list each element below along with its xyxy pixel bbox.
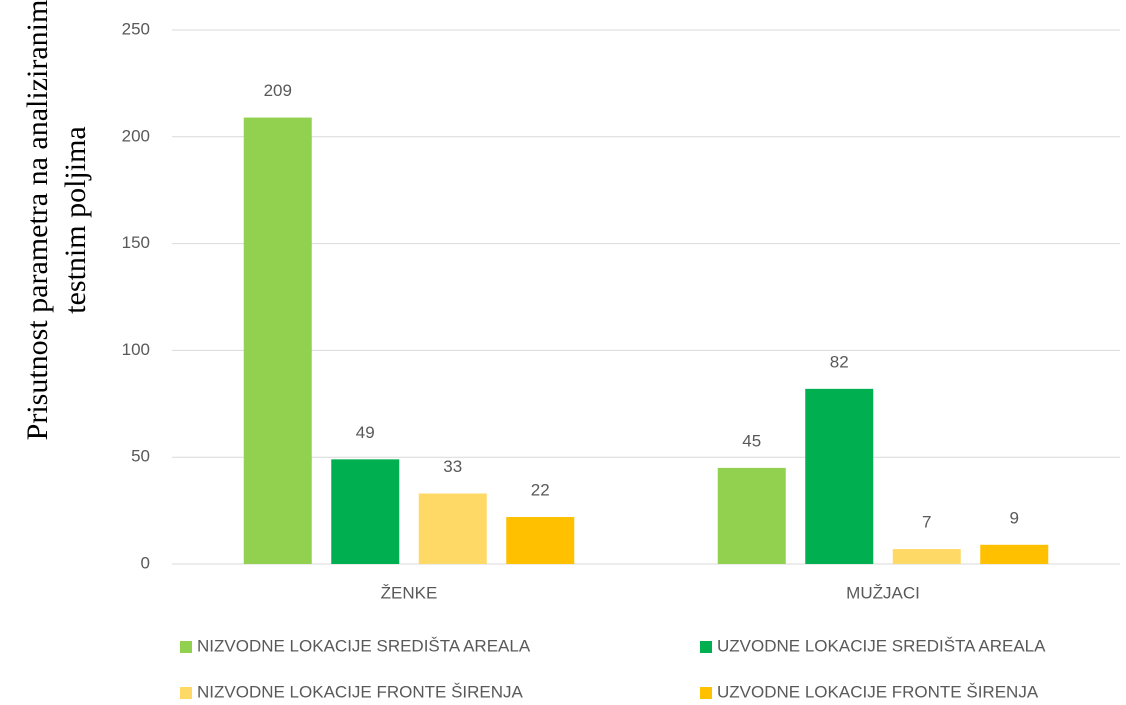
legend-label: UZVODNE LOKACIJE FRONTE ŠIRENJA <box>717 682 1039 701</box>
bar <box>418 493 487 564</box>
data-label: 9 <box>1010 508 1019 527</box>
y-tick-label: 50 <box>131 447 150 466</box>
y-tick-label: 100 <box>122 340 150 359</box>
data-label: 33 <box>443 457 462 476</box>
bar <box>892 549 961 564</box>
y-axis-label: Prisutnost parametra na analiziranim <box>21 0 54 440</box>
bar <box>331 459 400 564</box>
legend-swatch <box>180 687 192 699</box>
legend-swatch <box>700 641 712 653</box>
x-tick-label: ŽENKE <box>381 583 438 602</box>
legend-label: UZVODNE LOKACIJE SREDIŠTA AREALA <box>717 636 1046 655</box>
legend-label: NIZVODNE LOKACIJE SREDIŠTA AREALA <box>197 636 531 655</box>
legend-swatch <box>180 641 192 653</box>
bar <box>805 388 874 564</box>
data-label: 209 <box>264 81 292 100</box>
bar <box>506 517 575 564</box>
legend-swatch <box>700 687 712 699</box>
data-label: 49 <box>356 423 375 442</box>
y-tick-label: 250 <box>122 19 150 38</box>
data-label: 22 <box>531 480 550 499</box>
y-tick-label: 150 <box>122 233 150 252</box>
y-axis-label: testnim poljima <box>59 126 92 314</box>
bar <box>717 467 786 564</box>
bar <box>980 544 1049 564</box>
legend-label: NIZVODNE LOKACIJE FRONTE ŠIRENJA <box>197 682 524 701</box>
y-tick-label: 0 <box>141 553 150 572</box>
data-label: 45 <box>742 431 761 450</box>
data-label: 82 <box>830 352 849 371</box>
data-label: 7 <box>922 513 931 532</box>
x-tick-label: MUŽJACI <box>846 583 920 602</box>
y-tick-label: 200 <box>122 126 150 145</box>
bar <box>243 117 312 565</box>
